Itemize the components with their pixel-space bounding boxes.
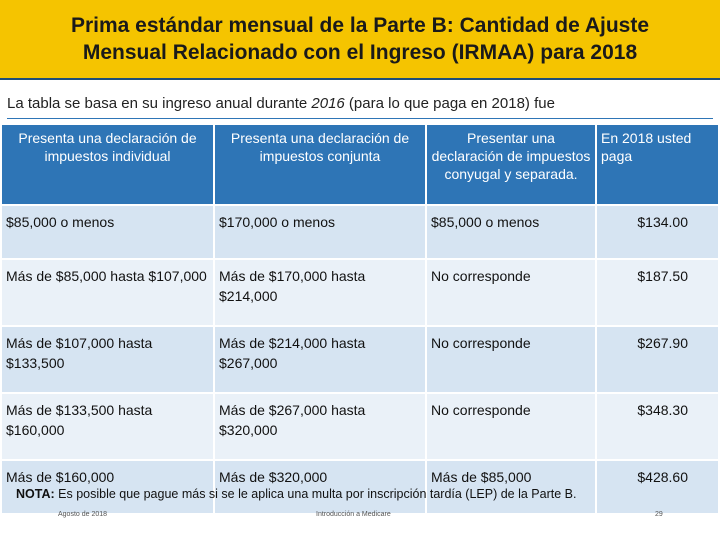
cell-separate: No corresponde xyxy=(426,258,597,326)
intro-prefix: La tabla se basa en su ingreso anual dur… xyxy=(7,95,312,112)
intro-year: 2016 xyxy=(311,95,345,112)
cell-joint: Más de $170,000 hasta $214,000 xyxy=(214,258,427,326)
header-separate: Presentar una declaración de impuestos c… xyxy=(426,125,597,205)
intro-text: La tabla se basa en su ingreso anual dur… xyxy=(7,95,713,119)
cell-individual: $85,000 o menos xyxy=(2,204,215,259)
cell-individual: Más de $107,000 hasta $133,500 xyxy=(2,325,215,393)
cell-joint: $170,000 o menos xyxy=(214,204,427,259)
cell-individual: Más de $160,000 xyxy=(2,459,215,513)
table-row: Más de $107,000 hasta $133,500 Más de $2… xyxy=(2,325,718,393)
cell-separate: $85,000 o menos xyxy=(426,204,597,259)
cell-joint: Más de $320,000 xyxy=(214,459,427,513)
cell-joint: Más de $214,000 hasta $267,000 xyxy=(214,325,427,393)
intro-suffix: (para lo que paga en 2018) fue xyxy=(344,95,555,112)
cell-premium: $187.50 xyxy=(596,258,718,326)
footer-center: Introducción a Medicare xyxy=(316,511,391,518)
cell-premium: $134.00 xyxy=(596,204,718,259)
table-row: Más de $85,000 hasta $107,000 Más de $17… xyxy=(2,258,718,326)
footer-date: Agosto de 2018 xyxy=(58,511,108,518)
cell-joint: Más de $267,000 hasta $320,000 xyxy=(214,392,427,460)
note: NOTA: Es posible que pague más si se le … xyxy=(16,487,716,501)
title-line-2: Mensual Relacionado con el Ingreso (IRMA… xyxy=(82,41,638,64)
cell-separate: No corresponde xyxy=(426,325,597,393)
cell-individual: Más de $85,000 hasta $107,000 xyxy=(2,258,215,326)
table-row: $85,000 o menos $170,000 o menos $85,000… xyxy=(2,204,718,259)
header-individual: Presenta una declaración de impuestos in… xyxy=(2,125,215,205)
cell-premium: $348.30 xyxy=(596,392,718,460)
table-row: Más de $160,000 Más de $320,000 Más de $… xyxy=(2,459,718,513)
title-bar: Prima estándar mensual de la Parte B: Ca… xyxy=(0,0,720,80)
header-joint: Presenta una declaración de impuestos co… xyxy=(214,125,427,205)
note-label: NOTA: xyxy=(16,487,55,501)
cell-premium: $267.90 xyxy=(596,325,718,393)
cell-individual: Más de $133,500 hasta $160,000 xyxy=(2,392,215,460)
note-text: Es posible que pague más si se le aplica… xyxy=(54,487,577,501)
footer-page-number: 29 xyxy=(655,511,663,518)
table-header-row: Presenta una declaración de impuestos in… xyxy=(2,125,718,205)
cell-premium: $428.60 xyxy=(596,459,718,513)
table-row: Más de $133,500 hasta $160,000 Más de $2… xyxy=(2,392,718,460)
page-title: Prima estándar mensual de la Parte B: Ca… xyxy=(10,12,710,66)
cell-separate: Más de $85,000 xyxy=(426,459,597,513)
irmaa-table: Presenta una declaración de impuestos in… xyxy=(2,125,718,513)
header-you-pay: En 2018 usted paga xyxy=(596,125,718,205)
cell-separate: No corresponde xyxy=(426,392,597,460)
title-line-1: Prima estándar mensual de la Parte B: Ca… xyxy=(70,14,650,37)
